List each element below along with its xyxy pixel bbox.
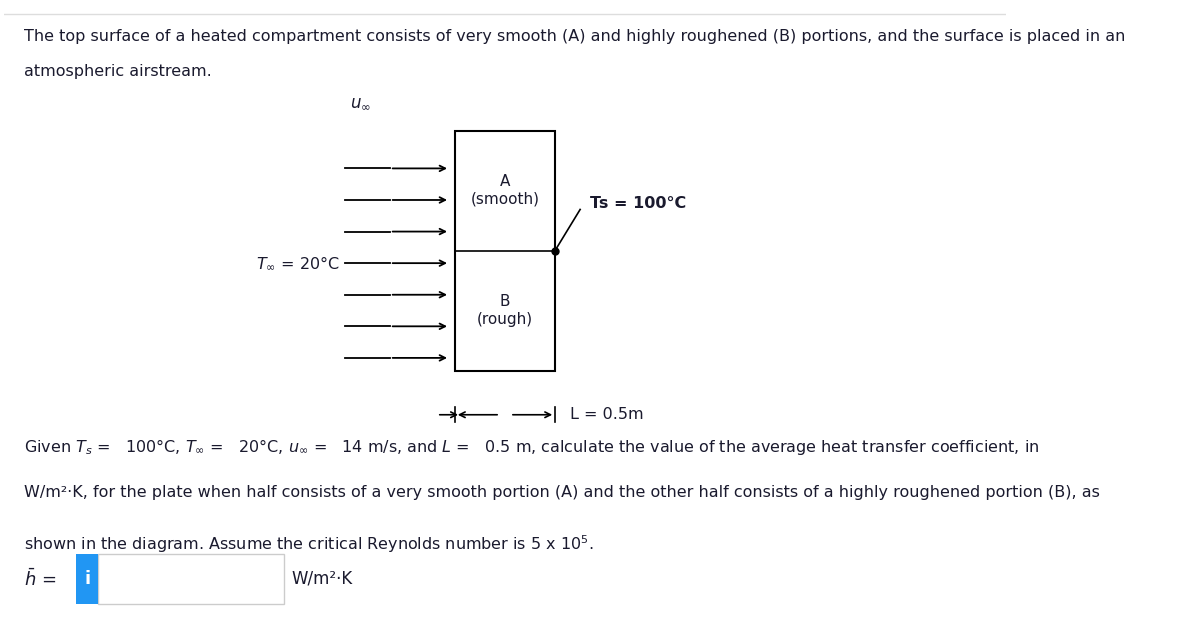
Text: A
(smooth): A (smooth) bbox=[470, 174, 540, 207]
Text: W/m²·K, for the plate when half consists of a very smooth portion (A) and the ot: W/m²·K, for the plate when half consists… bbox=[24, 485, 1100, 500]
Text: L = 0.5m: L = 0.5m bbox=[570, 407, 643, 422]
Text: $u_\infty$: $u_\infty$ bbox=[349, 93, 371, 111]
Text: Given $T_s$ =   100°C, $T_\infty$ =   20°C, $u_\infty$ =   14 m/s, and $L$ =   0: Given $T_s$ = 100°C, $T_\infty$ = 20°C, … bbox=[24, 437, 1039, 457]
FancyBboxPatch shape bbox=[98, 554, 283, 604]
Text: $\bar{h}$ =: $\bar{h}$ = bbox=[24, 568, 56, 590]
FancyBboxPatch shape bbox=[455, 131, 556, 371]
FancyBboxPatch shape bbox=[77, 554, 98, 604]
Text: i: i bbox=[84, 570, 90, 588]
Text: The top surface of a heated compartment consists of very smooth (A) and highly r: The top surface of a heated compartment … bbox=[24, 29, 1126, 44]
Text: atmospheric airstream.: atmospheric airstream. bbox=[24, 64, 212, 79]
Text: Ts = 100°C: Ts = 100°C bbox=[590, 196, 686, 211]
Text: shown in the diagram. Assume the critical Reynolds number is 5 x 10$^5$.: shown in the diagram. Assume the critica… bbox=[24, 533, 594, 555]
Text: $T_\infty$ = 20°C: $T_\infty$ = 20°C bbox=[256, 255, 340, 272]
Text: B
(rough): B (rough) bbox=[476, 294, 533, 327]
Text: W/m²·K: W/m²·K bbox=[292, 570, 353, 588]
